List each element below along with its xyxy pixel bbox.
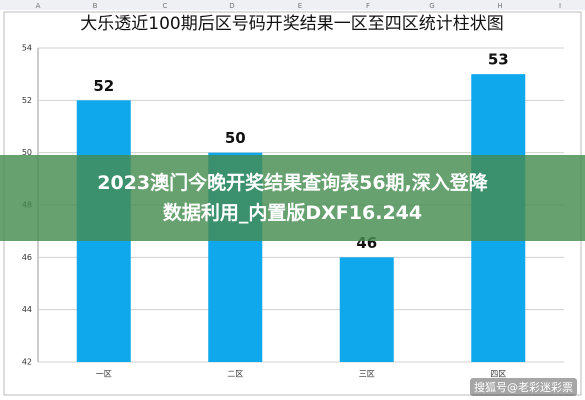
banner-line: 2023澳门今晚开奖结果查询表56期,深入登降 [97,172,488,194]
banner: 2023澳门今晚开奖结果查询表56期,深入登降 数据利用_内置版DXF16.24… [0,155,585,241]
y-tick-label: 54 [22,44,32,53]
y-tick-label: 46 [22,253,32,262]
x-tick-label: 二区 [227,370,243,379]
x-tick-label: 一区 [96,370,112,379]
column-letter: B [93,2,98,10]
bar [339,257,394,362]
column-letter: E [298,2,302,10]
y-tick-label: 42 [22,358,32,367]
column-letter: C [163,2,168,10]
column-letter: G [429,2,434,10]
column-letter: I [559,2,561,10]
x-tick-label: 四区 [490,370,506,379]
value-label: 50 [225,129,246,147]
x-tick-label: 三区 [359,370,375,379]
column-letter: D [229,2,234,10]
column-header-bar [0,0,585,10]
y-tick-label: 44 [22,305,32,314]
watermark: 搜狐号@老彩迷彩票 [470,378,577,396]
y-tick-label: 50 [22,148,32,157]
chart-title: 大乐透近100期后区号码开奖结果一区至四区统计柱状图 [80,14,503,34]
column-letter: H [497,2,502,10]
y-tick-label: 52 [22,96,32,105]
value-label: 52 [93,77,114,95]
column-letter: A [36,2,41,10]
column-letter: F [366,2,370,10]
value-label: 53 [488,51,509,69]
banner-line: 数据利用_内置版DXF16.244 [162,202,423,224]
